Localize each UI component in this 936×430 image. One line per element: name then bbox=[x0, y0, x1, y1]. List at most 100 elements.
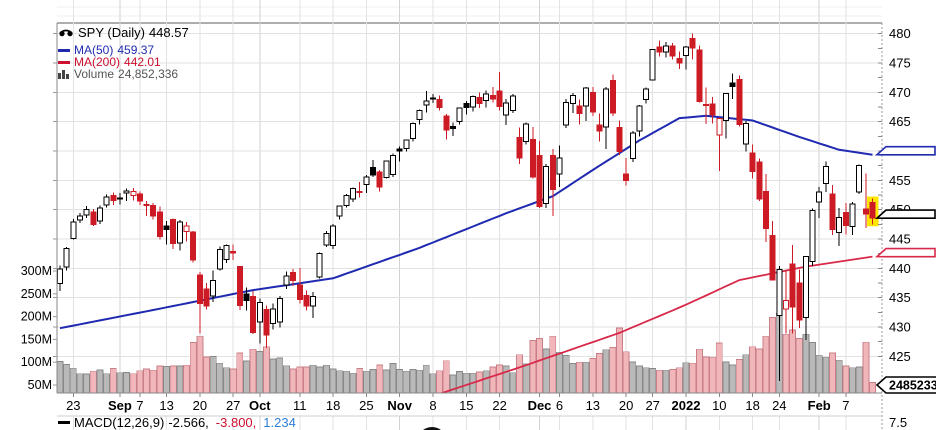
candle[interactable] bbox=[63, 247, 70, 271]
candle[interactable] bbox=[782, 269, 789, 334]
candle[interactable] bbox=[576, 99, 583, 125]
candle[interactable] bbox=[77, 213, 83, 224]
candle[interactable] bbox=[290, 268, 297, 286]
candle[interactable] bbox=[589, 87, 596, 116]
candle[interactable] bbox=[203, 283, 210, 310]
candle[interactable] bbox=[489, 87, 496, 103]
candle[interactable] bbox=[83, 206, 90, 218]
candle[interactable] bbox=[649, 48, 656, 81]
candle[interactable] bbox=[636, 105, 643, 137]
candle[interactable] bbox=[756, 158, 763, 201]
candle[interactable] bbox=[709, 97, 716, 124]
candle[interactable] bbox=[596, 113, 603, 142]
candle[interactable] bbox=[190, 230, 197, 263]
candle[interactable] bbox=[543, 163, 550, 208]
candle[interactable] bbox=[523, 122, 530, 145]
candle[interactable] bbox=[683, 46, 689, 70]
candle[interactable] bbox=[103, 194, 110, 208]
candle[interactable] bbox=[663, 41, 670, 58]
candle[interactable] bbox=[509, 94, 516, 113]
candle[interactable] bbox=[769, 220, 776, 281]
candle[interactable] bbox=[809, 208, 816, 267]
candle[interactable] bbox=[270, 303, 277, 330]
candle[interactable] bbox=[436, 95, 443, 111]
candle[interactable] bbox=[116, 193, 123, 205]
candle[interactable] bbox=[443, 114, 450, 140]
candle[interactable] bbox=[556, 145, 563, 187]
candle[interactable] bbox=[423, 91, 430, 113]
candle[interactable] bbox=[536, 141, 543, 208]
candle[interactable] bbox=[822, 161, 829, 193]
candle[interactable] bbox=[123, 188, 130, 201]
candle[interactable] bbox=[390, 153, 396, 177]
candle[interactable] bbox=[643, 87, 650, 104]
candle[interactable] bbox=[70, 219, 77, 240]
candle[interactable] bbox=[629, 131, 636, 163]
candle[interactable] bbox=[310, 291, 317, 319]
candle[interactable] bbox=[623, 158, 630, 186]
candle[interactable] bbox=[676, 51, 683, 69]
candle[interactable] bbox=[476, 92, 483, 109]
candle[interactable] bbox=[163, 220, 170, 245]
candle[interactable] bbox=[336, 205, 343, 220]
candle[interactable] bbox=[856, 164, 863, 194]
candle[interactable] bbox=[689, 33, 696, 60]
candle[interactable] bbox=[283, 271, 290, 289]
candle[interactable] bbox=[469, 95, 476, 112]
candle[interactable] bbox=[370, 159, 376, 177]
candle[interactable] bbox=[196, 271, 203, 334]
candle[interactable] bbox=[829, 185, 836, 235]
candle[interactable] bbox=[143, 200, 150, 217]
candle[interactable] bbox=[503, 98, 510, 126]
candle[interactable] bbox=[616, 120, 623, 156]
candle[interactable] bbox=[90, 209, 97, 227]
candle[interactable] bbox=[403, 139, 410, 152]
candle[interactable] bbox=[563, 98, 570, 129]
legend-ma50-row[interactable]: MA(50) 459.37 bbox=[58, 43, 154, 57]
candle[interactable] bbox=[729, 73, 736, 99]
candle[interactable] bbox=[356, 182, 363, 198]
candle[interactable] bbox=[449, 122, 456, 136]
candle[interactable] bbox=[696, 45, 703, 103]
candle[interactable] bbox=[516, 127, 523, 164]
candle[interactable] bbox=[243, 287, 250, 311]
candle[interactable] bbox=[170, 218, 177, 250]
candle[interactable] bbox=[763, 173, 769, 242]
candle[interactable] bbox=[323, 230, 330, 248]
candle[interactable] bbox=[130, 188, 137, 201]
candle[interactable] bbox=[110, 192, 117, 205]
candle[interactable] bbox=[656, 40, 663, 57]
candle[interactable] bbox=[376, 169, 383, 192]
candle[interactable] bbox=[456, 107, 463, 125]
candle[interactable] bbox=[223, 244, 230, 264]
candle[interactable] bbox=[210, 270, 217, 302]
candle[interactable] bbox=[183, 222, 190, 242]
candle[interactable] bbox=[789, 244, 796, 334]
candle[interactable] bbox=[410, 122, 416, 142]
candle[interactable] bbox=[603, 87, 610, 150]
candle[interactable] bbox=[836, 207, 843, 247]
candle[interactable] bbox=[816, 186, 823, 218]
candle[interactable] bbox=[463, 101, 470, 115]
candle[interactable] bbox=[842, 203, 849, 235]
candle[interactable] bbox=[330, 223, 337, 249]
candle[interactable] bbox=[343, 193, 350, 208]
candle[interactable] bbox=[216, 246, 223, 271]
candle[interactable] bbox=[869, 198, 876, 225]
macd-legend-row[interactable]: MACD(12,26,9) -2.566, -3.800, 1.234 bbox=[58, 415, 296, 430]
candle[interactable] bbox=[136, 191, 143, 206]
candle[interactable] bbox=[256, 298, 263, 344]
candle[interactable] bbox=[230, 244, 237, 261]
candle[interactable] bbox=[250, 291, 257, 335]
candle[interactable] bbox=[57, 265, 63, 292]
candle[interactable] bbox=[723, 92, 729, 139]
candle[interactable] bbox=[743, 121, 749, 152]
candle[interactable] bbox=[416, 109, 423, 125]
candle[interactable] bbox=[236, 266, 243, 310]
legend-ma200-row[interactable]: MA(200) 442.01 bbox=[58, 55, 161, 69]
candle[interactable] bbox=[849, 202, 856, 235]
candle[interactable] bbox=[776, 266, 783, 381]
candle[interactable] bbox=[316, 252, 323, 279]
candle[interactable] bbox=[703, 87, 709, 124]
